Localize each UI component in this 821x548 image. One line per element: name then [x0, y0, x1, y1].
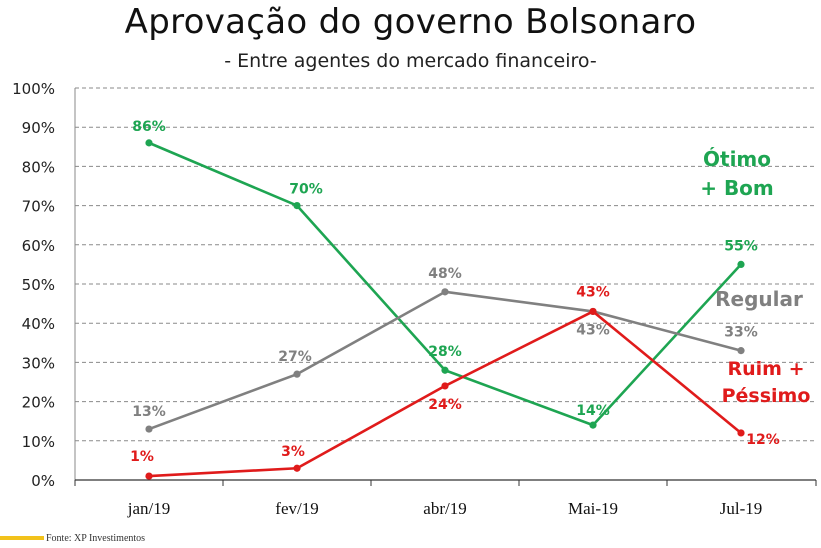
y-tick-label: 90%: [22, 119, 55, 137]
y-tick-label: 70%: [22, 198, 55, 216]
x-tick-label: abr/19: [423, 499, 466, 518]
data-label: 70%: [289, 182, 323, 198]
data-label: 3%: [281, 444, 305, 460]
data-point: [441, 288, 449, 296]
data-label: 28%: [428, 344, 462, 360]
data-point: [589, 421, 597, 429]
data-point: [737, 347, 745, 355]
data-label: 12%: [746, 432, 780, 448]
data-point: [737, 429, 745, 437]
y-tick-label: 40%: [22, 315, 55, 333]
data-label: 13%: [132, 404, 166, 420]
data-label: 43%: [576, 322, 610, 338]
series-name-label: Regular: [715, 287, 803, 311]
series-name-label: + Bom: [700, 176, 774, 200]
data-label: 1%: [130, 449, 154, 465]
series-name-label: Ruim +: [727, 358, 804, 380]
data-point: [145, 139, 153, 147]
y-tick-label: 100%: [12, 80, 55, 98]
data-label: 43%: [576, 284, 610, 300]
chart-title: Aprovação do governo Bolsonaro: [124, 2, 697, 42]
data-point: [293, 202, 301, 210]
y-tick-label: 20%: [22, 394, 55, 412]
data-label: 14%: [576, 403, 610, 419]
data-point: [441, 382, 449, 390]
y-tick-label: 0%: [31, 472, 55, 490]
data-label: 48%: [428, 266, 462, 282]
series-name-label: Ótimo: [703, 147, 771, 171]
y-tick-label: 50%: [22, 276, 55, 294]
source-text: Fonte: XP Investimentos: [46, 532, 146, 544]
data-point: [589, 307, 597, 316]
source-footer: Fonte: XP Investimentos: [0, 531, 145, 545]
series-line: [148, 310, 742, 478]
source-accent-bar: [0, 536, 44, 540]
data-label: 55%: [724, 238, 758, 254]
y-tick-label: 80%: [22, 158, 55, 176]
data-point: [145, 425, 153, 433]
data-label: 27%: [278, 349, 312, 365]
y-tick-label: 60%: [22, 237, 55, 255]
data-point: [293, 464, 301, 472]
data-point: [441, 366, 449, 374]
y-tick-label: 10%: [22, 433, 55, 451]
chart-subtitle: - Entre agentes do mercado financeiro-: [224, 50, 597, 72]
x-tick-label: jan/19: [127, 499, 171, 518]
y-tick-label: 30%: [22, 354, 55, 372]
x-tick-label: fev/19: [275, 499, 318, 518]
x-tick-label: Mai-19: [568, 499, 618, 518]
data-point: [737, 260, 745, 268]
data-point: [293, 370, 301, 378]
data-label: 86%: [132, 119, 166, 135]
data-point: [145, 472, 153, 480]
x-tick-label: Jul-19: [720, 499, 763, 518]
series-name-label: Péssimo: [722, 385, 811, 407]
data-label: 24%: [428, 397, 462, 413]
data-label: 33%: [724, 325, 758, 341]
